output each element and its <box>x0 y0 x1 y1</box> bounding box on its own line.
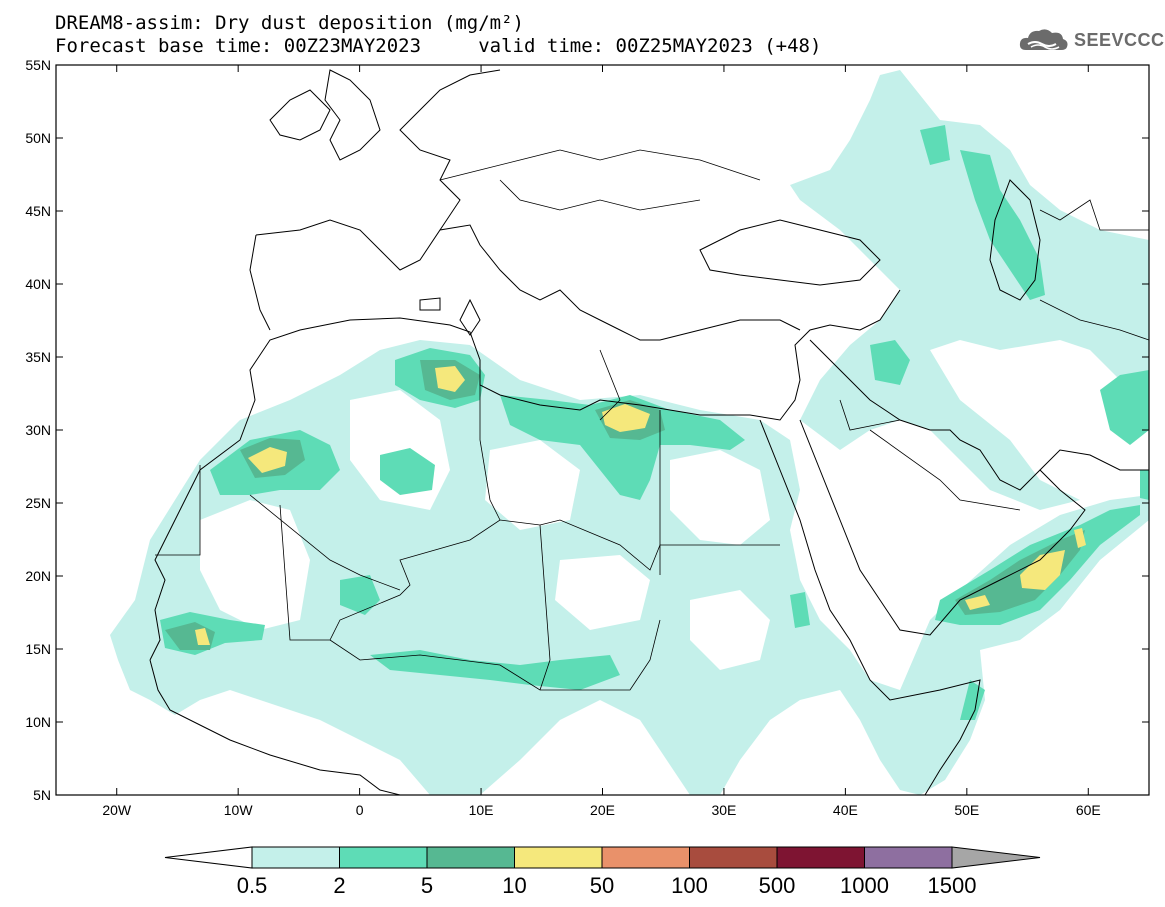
colorbar-label: 50 <box>590 873 614 898</box>
lon-tick-label: 0 <box>356 802 364 818</box>
north-africa-coast <box>149 289 901 661</box>
dust-contours <box>110 70 1149 795</box>
lat-tick-label: 5N <box>33 787 51 803</box>
colorbar-label: 10 <box>502 873 526 898</box>
lon-tick-label: 50E <box>954 802 979 818</box>
lon-tick-label: 20W <box>102 802 132 818</box>
colorbar-swatch <box>864 846 953 869</box>
map-title: DREAM8-assim: Dry dust deposition (mg/m²… <box>55 12 524 34</box>
black-sea-coast <box>699 219 881 286</box>
forecast-time-subtitle: Forecast base time: 00Z23MAY2023 valid t… <box>55 35 822 57</box>
colorbar-swatch <box>514 846 603 869</box>
lat-tick-label: 50N <box>25 130 51 146</box>
colorbar-label: 100 <box>671 873 708 898</box>
colorbar-over-triangle <box>951 846 1041 869</box>
colorbar-label: 0.5 <box>237 873 268 898</box>
iran-coast <box>1039 449 1149 471</box>
lat-tick-label: 30N <box>25 422 51 438</box>
lon-tick-label: 10W <box>224 802 254 818</box>
lat-tick-label: 45N <box>25 203 51 219</box>
dust-free-areas <box>200 390 940 670</box>
colorbar-label: 5 <box>421 873 433 898</box>
iberia-west-coast <box>249 234 271 331</box>
lat-tick-label: 40N <box>25 276 51 292</box>
colorbar-label: 1000 <box>840 873 889 898</box>
dust-level-yellow <box>195 366 1086 645</box>
colorbar-under-triangle <box>164 846 253 869</box>
lat-tick-label: 35N <box>25 349 51 365</box>
colorbar: 0.5 2 5 10 50 100 500 1000 1500 <box>164 846 1041 898</box>
colorbar-swatch <box>776 846 865 869</box>
colorbar-swatch <box>251 846 340 869</box>
lon-tick-label: 10E <box>469 802 494 818</box>
europe-south-coast <box>255 219 801 341</box>
colorbar-swatch <box>339 846 428 869</box>
lon-tick-label: 60E <box>1076 802 1101 818</box>
cloud-logo-icon <box>1019 29 1068 50</box>
logo-text: SEEVCCC <box>1074 29 1165 50</box>
colorbar-swatch <box>426 846 515 869</box>
lat-tick-label: 25N <box>25 495 51 511</box>
colorbar-swatch <box>689 846 778 869</box>
country-borders <box>155 149 1149 691</box>
colorbar-label: 1500 <box>928 873 977 898</box>
lon-tick-label: 40E <box>833 802 858 818</box>
sardinia-coast <box>459 298 481 336</box>
western-europe-coast <box>399 69 501 231</box>
lat-tick-label: 20N <box>25 568 51 584</box>
lon-tick-label: 30E <box>711 802 736 818</box>
ireland-coast <box>269 89 331 141</box>
caspian-sea-coast <box>989 179 1041 301</box>
west-africa-coast <box>149 659 401 795</box>
britain-coast <box>324 69 381 161</box>
lon-tick-label: 20E <box>590 802 615 818</box>
balearic-coast <box>419 297 441 311</box>
longitude-ticks: 20W 10W 0 10E 20E 30E 40E 50E 60E <box>102 65 1101 818</box>
lat-tick-label: 55N <box>25 57 51 73</box>
lat-tick-label: 15N <box>25 641 51 657</box>
colorbar-swatch <box>601 846 690 869</box>
seevccc-logo: SEEVCCC <box>1018 26 1165 54</box>
latitude-ticks: 55N 50N 45N 40N 35N 30N 25N 20N 15N 10N 5N <box>25 57 1149 803</box>
colorbar-label: 2 <box>333 873 345 898</box>
lat-tick-label: 10N <box>25 714 51 730</box>
colorbar-label: 500 <box>759 873 796 898</box>
red-sea-horn-coast <box>759 419 981 795</box>
